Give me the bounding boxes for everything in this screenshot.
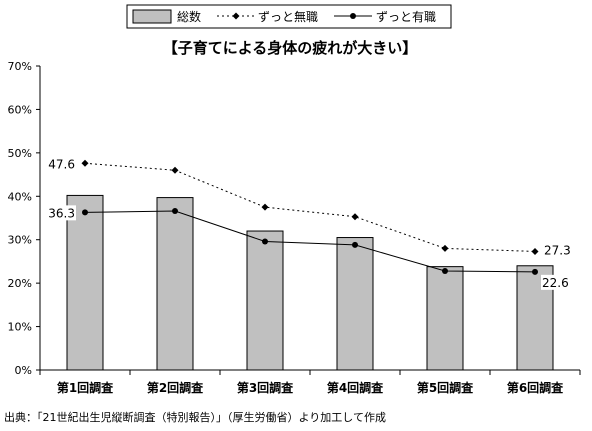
x-category-label: 第3回調査 [237,380,294,395]
bar-3 [246,230,284,371]
legend-box [126,4,452,29]
data-label: 36.3 [48,206,75,220]
point-zutto-yushoku-4 [352,241,358,248]
x-category-label: 第2回調査 [147,380,204,395]
line-zutto-yushoku [84,210,536,273]
y-tick-label: 70% [8,60,32,73]
source-note: 出典：「21世紀出生児縦断調査（特別報告）」（厚生労働省）より加工して作成 [4,411,386,424]
y-tick-label: 30% [8,234,32,247]
y-tick-label: 40% [8,190,32,203]
bar-2 [156,197,194,371]
point-zutto-mushoku-2 [171,166,179,174]
data-label-bg [46,205,76,221]
point-zutto-yushoku-2 [172,208,178,215]
data-label: 22.6 [542,276,569,290]
data-label-bg [541,274,571,290]
legend-marker-zutto-yushoku [350,13,356,19]
legend-label-zutto-yushoku: ずっと有職 [376,10,436,24]
point-zutto-yushoku-3 [262,238,268,245]
bar-5 [426,266,464,371]
point-zutto-yushoku-5 [442,267,448,274]
x-category-label: 第5回調査 [417,380,474,395]
legend-label-sousu: 総数 [177,9,201,24]
line-zutto-mushoku [84,162,536,252]
point-zutto-mushoku-6 [531,247,539,255]
chart-title: 【子育てによる身体の疲れが大きい】 [163,39,418,57]
y-tick-label: 20% [8,277,32,290]
y-tick-label: 10% [8,321,32,334]
bar-1 [66,194,104,371]
point-zutto-yushoku-6 [532,268,538,275]
point-zutto-mushoku-3 [261,203,269,211]
y-tick-label: 50% [8,147,32,160]
legend-swatch-sousu [132,9,172,24]
legend-label-zutto-mushoku: ずっと無職 [258,9,318,24]
x-category-label: 第6回調査 [507,380,564,395]
y-tick-label: 0% [15,364,32,377]
legend-marker-zutto-mushoku [232,12,240,20]
chart: 【子育てによる身体の疲れが大きい】 0% 10% 20% 30% 40% 50% 60% 70%… [8,4,581,395]
point-zutto-yushoku-1 [82,209,88,216]
point-zutto-mushoku-1 [81,159,89,167]
data-label: 47.6 [48,157,75,171]
data-label: 27.3 [544,243,571,257]
x-category-label: 第4回調査 [327,380,384,395]
point-zutto-mushoku-5 [441,244,449,252]
point-zutto-mushoku-4 [351,213,359,221]
x-category-label: 第1回調査 [57,380,114,395]
bar-4 [336,237,374,371]
y-tick-label: 60% [8,103,32,116]
